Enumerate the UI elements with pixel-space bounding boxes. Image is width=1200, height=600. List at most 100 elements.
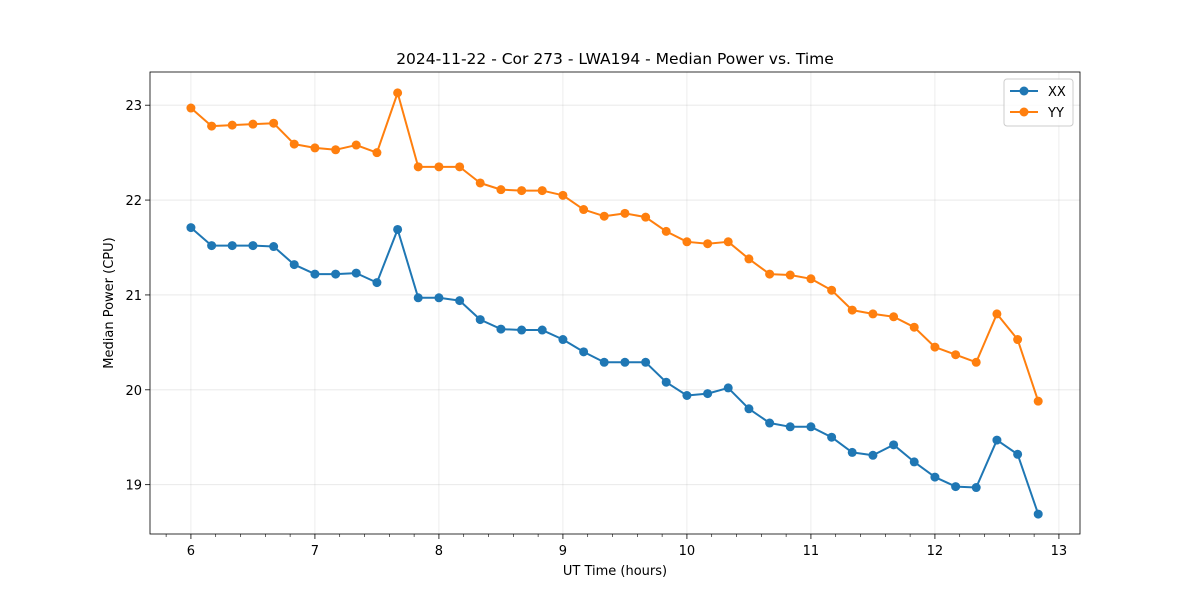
- x-tick-label: 7: [311, 544, 319, 559]
- data-point-xx: [227, 241, 237, 251]
- data-point-yy: [269, 118, 279, 128]
- data-point-yy: [744, 254, 754, 264]
- data-point-yy: [475, 178, 485, 188]
- data-point-yy: [703, 239, 713, 249]
- data-point-xx: [806, 422, 816, 432]
- data-point-yy: [517, 186, 527, 196]
- legend-marker-xx: [1019, 86, 1029, 96]
- data-point-yy: [289, 139, 299, 149]
- data-point-xx: [599, 357, 609, 367]
- data-point-xx: [785, 422, 795, 432]
- data-point-xx: [207, 241, 217, 251]
- data-point-yy: [889, 312, 899, 322]
- x-tick-label: 12: [927, 544, 944, 559]
- data-point-yy: [227, 120, 237, 130]
- data-point-xx: [971, 483, 981, 493]
- data-point-xx: [351, 268, 361, 278]
- data-point-yy: [455, 162, 465, 172]
- data-point-yy: [971, 357, 981, 367]
- data-point-xx: [558, 335, 568, 345]
- x-tick-label: 6: [187, 544, 195, 559]
- data-point-yy: [785, 270, 795, 280]
- data-point-yy: [847, 305, 857, 315]
- data-point-xx: [620, 357, 630, 367]
- data-point-xx: [889, 440, 899, 450]
- x-tick-label: 10: [679, 544, 696, 559]
- data-point-yy: [641, 212, 651, 222]
- data-point-xx: [1013, 449, 1023, 459]
- data-point-xx: [868, 450, 878, 460]
- legend-entry-xx: XX: [1010, 85, 1066, 100]
- x-tick-label: 9: [559, 544, 567, 559]
- data-point-yy: [620, 208, 630, 218]
- data-point-yy: [496, 185, 506, 195]
- data-point-xx: [827, 432, 837, 442]
- data-point-yy: [207, 121, 217, 131]
- data-point-yy: [765, 269, 775, 279]
- data-point-xx: [248, 241, 258, 251]
- y-tick-label: 22: [125, 194, 142, 209]
- y-axis-label: Median Power (CPU): [102, 237, 117, 368]
- data-point-xx: [372, 278, 382, 288]
- data-point-xx: [413, 293, 423, 303]
- data-point-yy: [868, 309, 878, 319]
- data-point-yy: [393, 88, 403, 98]
- data-point-yy: [434, 162, 444, 172]
- data-point-yy: [248, 119, 258, 129]
- grid: [150, 72, 1080, 534]
- data-point-xx: [475, 315, 485, 325]
- data-point-xx: [1033, 509, 1043, 519]
- data-point-xx: [537, 325, 547, 335]
- data-point-yy: [331, 145, 341, 155]
- data-point-yy: [723, 237, 733, 247]
- data-point-yy: [372, 148, 382, 158]
- legend-label-yy: YY: [1047, 106, 1064, 121]
- data-point-xx: [847, 447, 857, 457]
- data-point-xx: [765, 418, 775, 428]
- data-point-xx: [517, 325, 527, 335]
- data-point-yy: [1013, 335, 1023, 345]
- data-point-yy: [413, 162, 423, 172]
- series-layer: [186, 88, 1043, 519]
- chart-title: 2024-11-22 - Cor 273 - LWA194 - Median P…: [396, 50, 834, 68]
- data-point-yy: [186, 103, 196, 113]
- x-tick-label: 8: [435, 544, 443, 559]
- x-axis-label: UT Time (hours): [563, 564, 667, 579]
- data-point-xx: [579, 347, 589, 357]
- data-point-yy: [310, 143, 320, 153]
- axes-frame: [149, 71, 1081, 535]
- data-point-xx: [703, 389, 713, 399]
- data-point-yy: [579, 205, 589, 215]
- legend-entry-yy: YY: [1010, 106, 1064, 121]
- legend: XX YY: [1003, 78, 1074, 127]
- y-tick-label: 19: [125, 479, 142, 494]
- data-point-xx: [331, 269, 341, 279]
- data-point-yy: [930, 342, 940, 352]
- data-point-yy: [682, 237, 692, 247]
- data-point-xx: [682, 390, 692, 400]
- data-point-xx: [930, 472, 940, 482]
- series-yy: [186, 88, 1043, 406]
- series-xx: [186, 223, 1043, 519]
- legend-label-xx: XX: [1048, 85, 1066, 100]
- data-point-xx: [909, 457, 919, 467]
- data-point-yy: [661, 226, 671, 236]
- data-point-yy: [537, 186, 547, 196]
- data-point-yy: [599, 211, 609, 221]
- data-point-xx: [269, 242, 279, 252]
- data-point-xx: [289, 260, 299, 270]
- y-axis: 19 20 21 22 23: [125, 99, 150, 494]
- data-point-yy: [992, 309, 1002, 319]
- data-point-yy: [827, 285, 837, 295]
- data-point-yy: [909, 322, 919, 332]
- data-point-xx: [992, 435, 1002, 445]
- data-point-xx: [393, 224, 403, 234]
- data-point-yy: [1033, 396, 1043, 406]
- y-tick-label: 21: [125, 289, 142, 304]
- data-point-xx: [434, 293, 444, 303]
- data-point-xx: [455, 296, 465, 306]
- data-point-yy: [951, 350, 961, 360]
- data-point-xx: [641, 357, 651, 367]
- data-point-xx: [186, 223, 196, 233]
